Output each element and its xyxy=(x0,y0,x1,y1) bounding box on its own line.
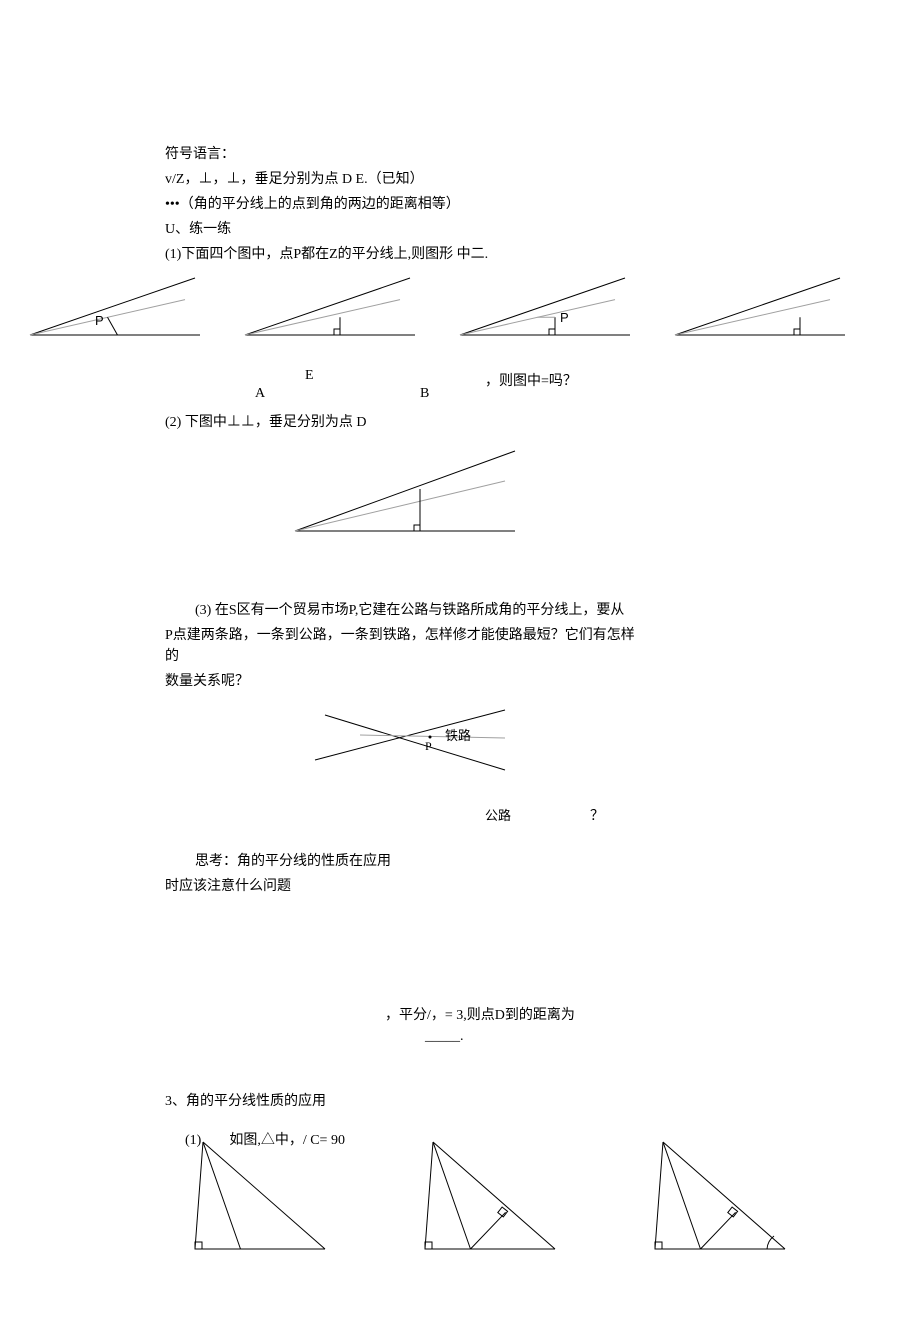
sec3-diagrams-svg xyxy=(185,1137,795,1257)
sec3-row: (1) 如图,△中，/ C= 90 xyxy=(165,1118,635,1155)
q1-text: (1)下面四个图中，点P都在Z的平分线上,则图形 中二. xyxy=(165,244,635,265)
q2-diagram-svg xyxy=(285,441,525,541)
label-a: A xyxy=(255,386,265,402)
q3-diagram-row: P 铁路 xyxy=(305,700,635,785)
gonglu-label: 公路 xyxy=(485,805,511,824)
sec3-diagrams-row xyxy=(185,1137,635,1262)
q3-line2: P点建两条路，一条到公路，一条到铁路，怎样修才能使路最短？它们有怎样的 xyxy=(165,625,635,667)
q1-diagrams-svg: PP xyxy=(25,273,850,343)
mid-sentence-row: ，平分/，= 3,则点D到的距离为 _____. xyxy=(385,1005,635,1047)
question-mark: ？ xyxy=(590,805,604,825)
q1-diagrams-row: PP xyxy=(25,273,885,348)
q2-suffix: ，则图中=吗？ xyxy=(485,370,577,390)
q3-line3: 数量关系呢？ xyxy=(165,671,635,692)
label-e: E xyxy=(305,368,314,384)
line-vz: v/Z，⊥，⊥，垂足分别为点 D E.（已知） xyxy=(165,169,635,190)
label-b: B xyxy=(420,386,429,402)
e-a-b-row: E A B ，则图中=吗？ xyxy=(165,368,635,408)
think-line1: 思考：角的平分线的性质在应用 xyxy=(195,851,635,872)
symbol-lang-heading: 符号语言： xyxy=(165,144,635,165)
sec3-title: 3、角的平分线性质的应用 xyxy=(165,1091,635,1112)
line-property: •••（角的平分线上的点到角的两边的距离相等） xyxy=(165,194,635,215)
blank-underline: _____. xyxy=(425,1029,464,1044)
q3-diagram-svg: P 铁路 xyxy=(305,700,525,780)
svg-text:P: P xyxy=(560,310,569,325)
svg-text:P: P xyxy=(95,313,104,328)
q2-diagram-row xyxy=(285,441,635,546)
mid-sentence: ，平分/，= 3,则点D到的距离为 xyxy=(385,1008,575,1023)
svg-text:P: P xyxy=(425,739,432,753)
svg-text:铁路: 铁路 xyxy=(445,728,471,743)
sec3-q1: (1) 如图,△中，/ C= 90 xyxy=(185,1122,345,1151)
think-line2: 时应该注意什么问题 xyxy=(165,876,635,897)
gonglu-row: 公路 ？ xyxy=(305,805,635,827)
q2-text: (2) 下图中⊥⊥，垂足分别为点 D xyxy=(165,412,635,433)
q3-line1: (3) 在S区有一个贸易市场P,它建在公路与铁路所成角的平分线上，要从 xyxy=(195,600,635,621)
line-u-heading: U、练一练 xyxy=(165,219,635,240)
